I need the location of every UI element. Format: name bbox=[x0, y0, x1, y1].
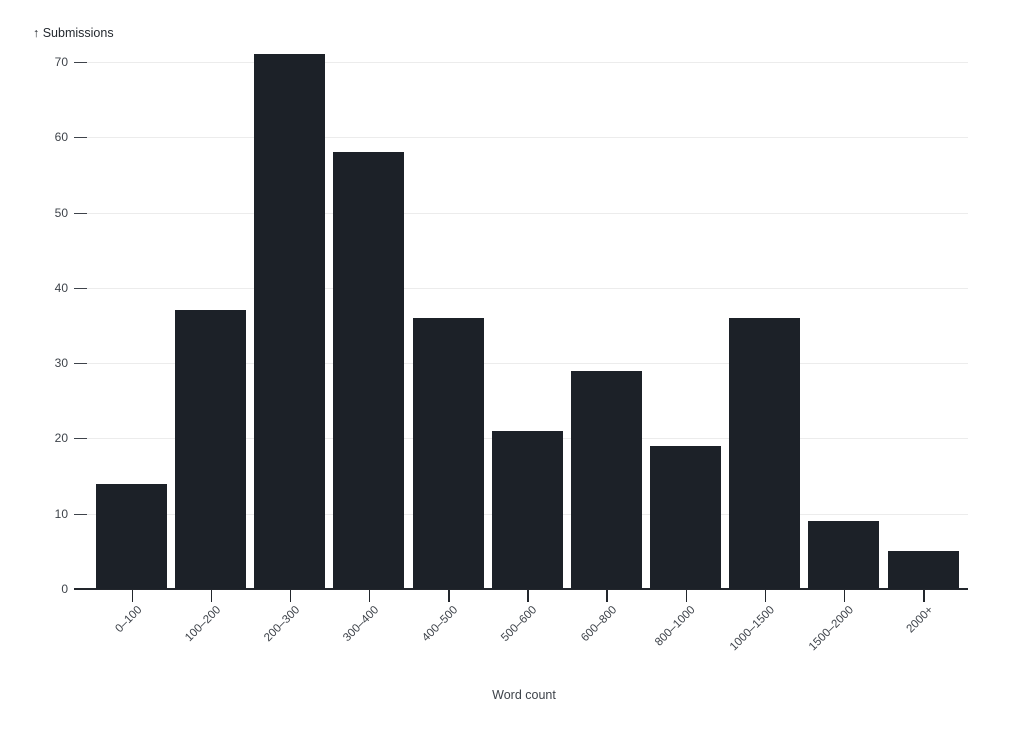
y-tick-mark bbox=[74, 363, 87, 365]
bar bbox=[333, 152, 405, 589]
bar bbox=[254, 54, 326, 589]
bar bbox=[650, 445, 722, 589]
bar bbox=[887, 551, 959, 589]
x-tick-mark bbox=[843, 590, 846, 602]
x-tick-mark bbox=[210, 590, 213, 602]
x-tick-mark bbox=[368, 590, 371, 602]
y-tick-label: 10 bbox=[54, 506, 68, 521]
bar bbox=[491, 430, 563, 589]
x-tick-mark bbox=[448, 590, 450, 602]
y-tick-label: 50 bbox=[54, 205, 68, 220]
y-tick-label: 60 bbox=[54, 130, 68, 145]
x-tick-label-text: 200–300 bbox=[262, 604, 303, 645]
x-tick-label-text: 1500–2000 bbox=[807, 604, 857, 654]
x-tick-mark bbox=[606, 590, 608, 602]
x-tick-mark bbox=[923, 590, 925, 602]
y-tick-label: 30 bbox=[54, 356, 68, 371]
y-tick-mark bbox=[74, 287, 87, 289]
y-tick-mark bbox=[74, 438, 87, 440]
x-tick-mark bbox=[685, 590, 688, 602]
y-tick-mark bbox=[74, 137, 87, 139]
x-tick-mark bbox=[527, 590, 529, 602]
bar bbox=[729, 317, 801, 589]
y-axis-title: ↑ Submissions bbox=[33, 26, 114, 40]
y-tick-label: 20 bbox=[54, 431, 68, 446]
x-tick-label-text: 300–400 bbox=[341, 604, 382, 645]
bar bbox=[175, 310, 247, 589]
x-tick-mark bbox=[764, 590, 767, 602]
x-tick-label-text: 0–100 bbox=[112, 604, 144, 636]
bar bbox=[570, 370, 642, 589]
gridline bbox=[80, 137, 968, 139]
y-tick-label: 70 bbox=[54, 55, 68, 69]
gridline bbox=[80, 363, 968, 365]
y-tick-mark bbox=[74, 62, 87, 63]
x-tick-label-text: 500–600 bbox=[499, 604, 540, 645]
x-tick-label-text: 400–500 bbox=[420, 604, 461, 645]
x-axis-title: Word count bbox=[492, 688, 556, 702]
x-tick-label-text: 1000–1500 bbox=[727, 604, 778, 654]
y-tick-label: 40 bbox=[54, 280, 68, 295]
x-tick-mark bbox=[289, 590, 292, 602]
bar bbox=[808, 521, 880, 589]
x-tick-label-text: 800–1000 bbox=[653, 604, 699, 649]
y-tick-mark bbox=[74, 212, 87, 214]
gridline bbox=[80, 287, 968, 289]
x-axis-line bbox=[74, 588, 968, 590]
y-tick-mark bbox=[74, 513, 87, 515]
y-tick-label: 0 bbox=[61, 582, 68, 596]
gridline bbox=[80, 212, 968, 214]
x-tick-mark bbox=[131, 590, 133, 602]
x-tick-label-text: 100–200 bbox=[182, 604, 224, 645]
gridline bbox=[80, 62, 968, 63]
x-tick-label-text: 2000+ bbox=[904, 604, 936, 636]
x-tick-label-text: 600–800 bbox=[578, 604, 619, 645]
bar bbox=[96, 483, 167, 589]
bar bbox=[412, 317, 484, 589]
